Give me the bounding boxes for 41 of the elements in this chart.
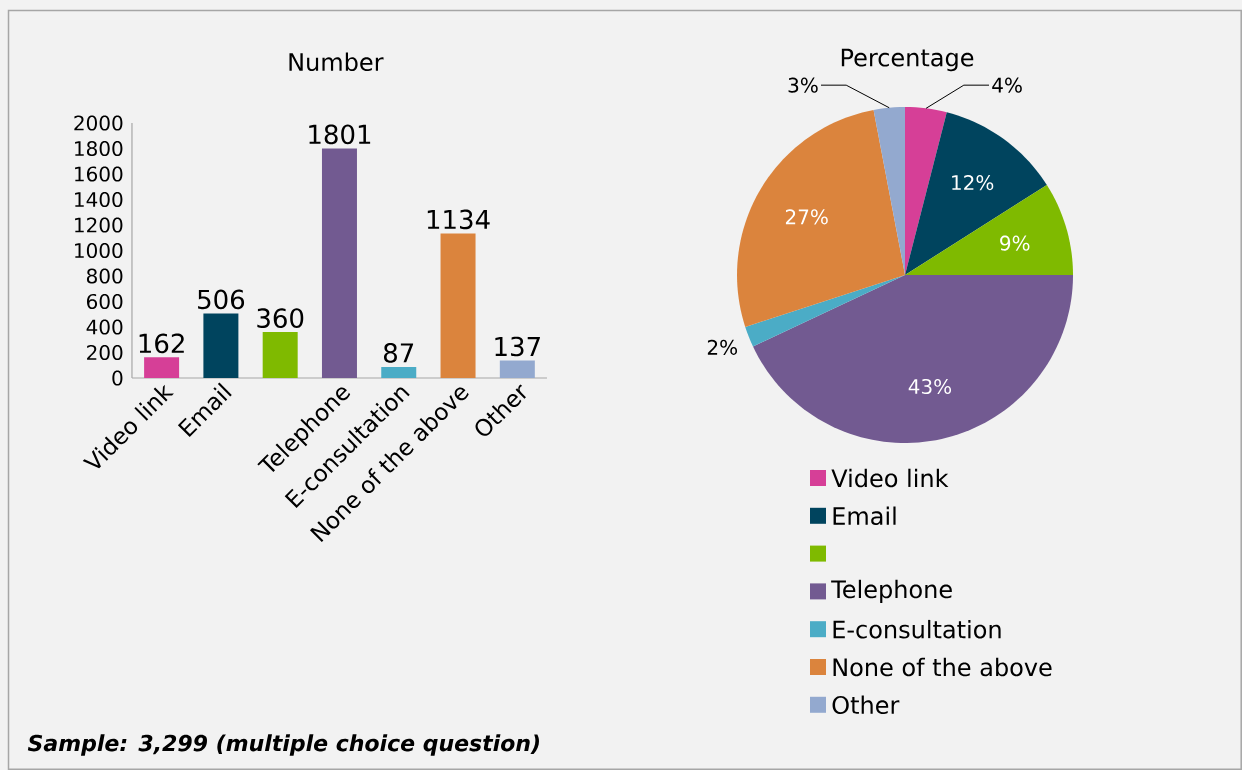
bar — [499, 360, 535, 379]
data-label: 27% — [785, 209, 828, 225]
legend-label: None of the above — [833, 657, 1052, 677]
legend-label: Video link — [831, 468, 949, 488]
data-label: 4% — [992, 77, 1022, 93]
bar — [262, 332, 298, 379]
y-tick-label: 200 — [87, 344, 123, 361]
y-tick-label: 800 — [86, 268, 123, 284]
data-label: 43% — [908, 378, 952, 395]
data-label: 1801 — [309, 124, 371, 145]
y-tick-label: 1000 — [75, 242, 123, 259]
data-label: 360 — [257, 308, 304, 328]
legend-label: Email — [833, 506, 896, 526]
data-label: 1134 — [427, 209, 490, 230]
y-tick-label: 1800 — [75, 140, 123, 157]
data-label: 2% — [707, 339, 738, 355]
data-label: 9% — [1000, 235, 1030, 251]
data-label: 162 — [139, 333, 184, 354]
chart-title: Number — [289, 52, 384, 72]
bar — [321, 148, 357, 379]
bar — [144, 357, 180, 379]
y-tick-label: 0 — [112, 370, 123, 386]
y-tick-label: 2000 — [74, 115, 123, 131]
chart-title: Percentage — [841, 48, 974, 72]
legend-label: E-consultation — [833, 619, 1001, 639]
y-tick-label: 400 — [86, 319, 123, 335]
bar — [381, 366, 417, 379]
text: Sample: 3,299 (multiple choice question) — [27, 734, 539, 756]
y-tick-label: 1400 — [75, 191, 123, 208]
data-label: 3% — [788, 77, 818, 93]
data-label: 12% — [952, 175, 994, 191]
bar — [203, 313, 239, 379]
bar — [440, 233, 476, 379]
data-label: 506 — [198, 289, 245, 310]
data-label: 87 — [383, 343, 414, 363]
legend-label: Telephone — [831, 579, 952, 604]
y-tick-label: 1200 — [75, 217, 123, 233]
y-tick-label: 600 — [86, 293, 123, 310]
legend-label: Other — [832, 695, 900, 715]
y-tick-label: 1600 — [75, 166, 123, 182]
data-label: 137 — [495, 336, 540, 357]
